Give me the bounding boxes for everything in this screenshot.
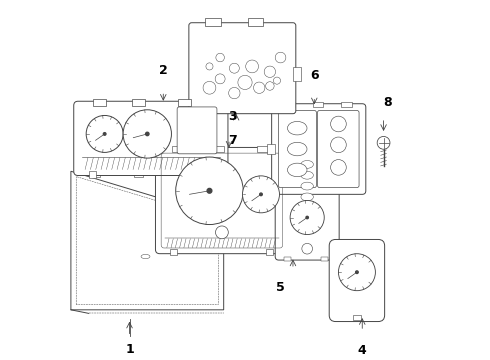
Circle shape bbox=[203, 81, 216, 94]
Circle shape bbox=[176, 157, 243, 225]
Bar bbox=[171, 249, 177, 255]
Circle shape bbox=[245, 60, 259, 73]
Bar bbox=[92, 170, 100, 176]
Circle shape bbox=[216, 226, 228, 239]
Circle shape bbox=[377, 136, 390, 149]
FancyBboxPatch shape bbox=[189, 23, 296, 114]
Circle shape bbox=[306, 216, 308, 219]
FancyBboxPatch shape bbox=[155, 148, 288, 254]
FancyBboxPatch shape bbox=[177, 107, 217, 154]
FancyBboxPatch shape bbox=[275, 145, 339, 260]
Circle shape bbox=[253, 82, 265, 94]
Circle shape bbox=[146, 132, 149, 136]
Circle shape bbox=[215, 74, 225, 84]
Text: 3: 3 bbox=[228, 110, 237, 123]
Bar bbox=[284, 257, 291, 261]
Bar bbox=[257, 147, 269, 152]
Text: 7: 7 bbox=[228, 134, 237, 147]
Ellipse shape bbox=[288, 142, 307, 156]
Bar bbox=[132, 99, 145, 105]
Circle shape bbox=[238, 75, 252, 90]
Bar bbox=[248, 18, 264, 26]
Bar bbox=[134, 170, 143, 176]
Circle shape bbox=[356, 271, 358, 274]
Text: 8: 8 bbox=[383, 96, 392, 109]
Ellipse shape bbox=[301, 182, 314, 190]
Circle shape bbox=[290, 201, 324, 235]
Circle shape bbox=[266, 82, 274, 90]
FancyBboxPatch shape bbox=[329, 239, 385, 321]
Ellipse shape bbox=[288, 121, 307, 135]
Circle shape bbox=[331, 159, 346, 175]
Circle shape bbox=[331, 137, 346, 153]
Bar bbox=[353, 315, 361, 320]
Circle shape bbox=[339, 254, 375, 291]
Circle shape bbox=[302, 243, 313, 254]
Bar bbox=[213, 147, 224, 152]
Bar bbox=[268, 144, 275, 154]
Circle shape bbox=[86, 116, 123, 152]
Ellipse shape bbox=[301, 193, 314, 201]
Bar bbox=[321, 257, 328, 261]
Circle shape bbox=[331, 116, 346, 132]
Bar bbox=[93, 99, 106, 105]
Text: 5: 5 bbox=[276, 282, 285, 294]
FancyBboxPatch shape bbox=[278, 111, 317, 188]
Bar bbox=[206, 171, 213, 177]
Circle shape bbox=[260, 193, 262, 195]
Text: 6: 6 bbox=[310, 69, 318, 82]
Circle shape bbox=[216, 53, 224, 62]
Ellipse shape bbox=[301, 171, 314, 179]
Bar bbox=[267, 249, 273, 255]
Circle shape bbox=[229, 63, 239, 73]
Ellipse shape bbox=[301, 161, 314, 168]
Ellipse shape bbox=[288, 163, 307, 177]
Bar bbox=[172, 147, 183, 152]
Circle shape bbox=[103, 132, 106, 135]
Text: 1: 1 bbox=[125, 342, 134, 356]
Circle shape bbox=[123, 110, 172, 158]
Text: 2: 2 bbox=[159, 64, 168, 77]
Text: 4: 4 bbox=[358, 343, 367, 356]
Circle shape bbox=[264, 66, 275, 77]
Bar bbox=[89, 171, 96, 177]
Bar bbox=[313, 102, 323, 107]
Bar bbox=[180, 170, 189, 176]
Bar bbox=[293, 67, 301, 81]
Polygon shape bbox=[71, 171, 223, 310]
Bar bbox=[178, 99, 191, 105]
FancyBboxPatch shape bbox=[271, 104, 366, 194]
Circle shape bbox=[206, 63, 213, 70]
Ellipse shape bbox=[141, 255, 150, 258]
Circle shape bbox=[229, 87, 240, 99]
Bar bbox=[341, 102, 352, 107]
Circle shape bbox=[275, 52, 286, 63]
Circle shape bbox=[243, 176, 279, 213]
FancyBboxPatch shape bbox=[318, 111, 359, 188]
Circle shape bbox=[207, 188, 212, 193]
Circle shape bbox=[273, 77, 281, 84]
FancyBboxPatch shape bbox=[74, 101, 228, 176]
Bar bbox=[205, 18, 221, 26]
Bar bbox=[284, 102, 295, 107]
